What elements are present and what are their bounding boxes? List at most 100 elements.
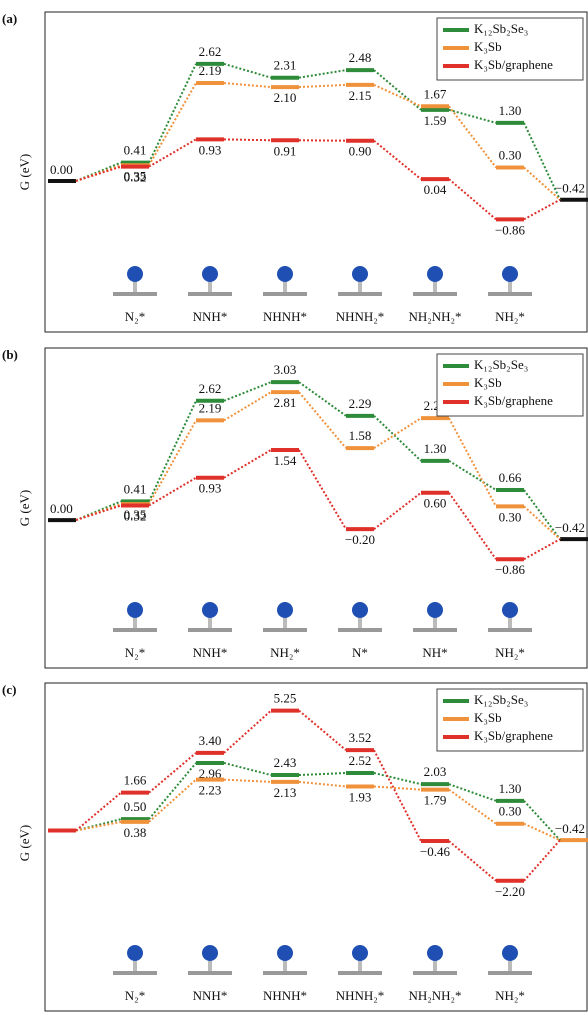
atom: [502, 945, 518, 961]
stalk: [208, 282, 212, 292]
value-label: 2.43: [274, 755, 297, 770]
x-tick-label: NNH*: [193, 309, 228, 324]
substrate: [263, 628, 307, 632]
stalk: [358, 961, 362, 971]
connector: [373, 785, 422, 791]
panel-label: (c): [2, 682, 16, 697]
value-label: 0.04: [424, 182, 447, 197]
substrate: [413, 971, 457, 975]
value-label: 0.93: [199, 142, 222, 157]
connector: [373, 491, 422, 530]
substrate: [338, 971, 382, 975]
panel: (b) G (eV) 0.00 −0.42 0.41 0.350.32 N₂* 2.62 2.1…: [2, 347, 588, 669]
x-tick-label: N*: [352, 645, 368, 660]
value-label: −0.86: [495, 562, 526, 577]
atom: [352, 945, 368, 961]
stalk: [508, 618, 512, 628]
substrate: [188, 292, 232, 296]
value-label: 5.25: [274, 691, 297, 706]
panel-frame: [44, 347, 588, 669]
connector: [523, 505, 561, 540]
value-label: 0.32: [124, 170, 147, 185]
value-label: 0.90: [349, 144, 372, 159]
value-label: 0.93: [199, 481, 222, 496]
value-label: 2.19: [199, 400, 222, 415]
legend-label: K₃Sb: [474, 710, 502, 725]
substrate: [488, 292, 532, 296]
value-label: 1.66: [124, 773, 147, 788]
value-label: 2.29: [349, 396, 372, 411]
panel-label: (a): [2, 11, 17, 26]
connector: [298, 771, 347, 777]
substrate: [413, 628, 457, 632]
value-label: 2.13: [274, 785, 297, 800]
stalk: [208, 618, 212, 628]
value-label: 0.30: [499, 509, 522, 524]
x-tick-label: NHNH*: [263, 988, 307, 1003]
value-label: 2.48: [349, 50, 372, 65]
substrate: [263, 292, 307, 296]
x-tick-label: NH₂*: [495, 645, 525, 660]
substrate: [488, 971, 532, 975]
atom: [127, 945, 143, 961]
atom: [502, 602, 518, 618]
x-tick-label: NH₂*: [495, 309, 525, 324]
legend-label: K₁₂Sb₂Se₃: [474, 21, 528, 36]
value-label: 2.15: [349, 88, 372, 103]
connector: [373, 139, 422, 180]
connector: [523, 822, 561, 842]
panel: (a) G (eV) 0.00 −0.42 0.41 0.350.32 N₂* 2.62 2.1…: [2, 11, 588, 333]
value-label: 1.30: [424, 441, 447, 456]
connector: [298, 780, 347, 788]
connector: [223, 778, 272, 783]
value-label: −0.20: [345, 532, 375, 547]
connector: [523, 839, 561, 882]
substrate: [188, 971, 232, 975]
value-label: 2.19: [199, 63, 222, 78]
value-label: 2.31: [274, 58, 297, 73]
value-label: 2.96: [199, 766, 222, 781]
connector: [448, 460, 497, 491]
value-label: 1.59: [424, 113, 447, 128]
value-label: 0.35: [124, 507, 147, 522]
panel: (c) G (eV) −0.42 0.50 0.38 1.66 N₂* 2.96 2.23 3.4…: [2, 682, 588, 1012]
value-label: 0.30: [499, 804, 522, 819]
x-tick-label: NH₂*: [270, 645, 300, 660]
panel-frame: [44, 682, 588, 1012]
connector: [148, 762, 197, 820]
x-tick-label: NHNH*: [263, 309, 307, 324]
x-tick-label: NNH*: [193, 645, 228, 660]
stalk: [283, 282, 287, 292]
reference-label: 0.00: [50, 162, 73, 177]
connector: [75, 504, 122, 522]
value-label: 1.54: [274, 453, 297, 468]
connector: [448, 417, 497, 507]
x-tick-label: NHNH₂*: [336, 309, 385, 324]
legend-label: K₁₂Sb₂Se₃: [474, 357, 528, 372]
atom: [352, 602, 368, 618]
atom: [202, 602, 218, 618]
stalk: [358, 282, 362, 292]
substrate: [413, 292, 457, 296]
connector: [298, 449, 347, 530]
panel-label: (b): [2, 347, 18, 362]
connector: [448, 783, 497, 802]
connector: [373, 772, 422, 786]
x-tick-label: N₂*: [125, 988, 145, 1003]
value-label: 2.03: [424, 764, 447, 779]
stalk: [283, 961, 287, 971]
value-label: 3.03: [274, 362, 297, 377]
value-label: 2.62: [199, 44, 222, 59]
legend-label: K₃Sb/graphene: [474, 57, 553, 72]
atom: [202, 945, 218, 961]
reference-label: −0.42: [555, 821, 585, 836]
atom: [277, 266, 293, 282]
value-label: 0.91: [274, 143, 297, 158]
value-label: 2.62: [199, 381, 222, 396]
atom: [427, 602, 443, 618]
value-label: 0.66: [499, 470, 522, 485]
x-tick-label: N₂*: [125, 645, 145, 660]
atom: [127, 602, 143, 618]
atom: [202, 266, 218, 282]
connector: [448, 105, 497, 169]
